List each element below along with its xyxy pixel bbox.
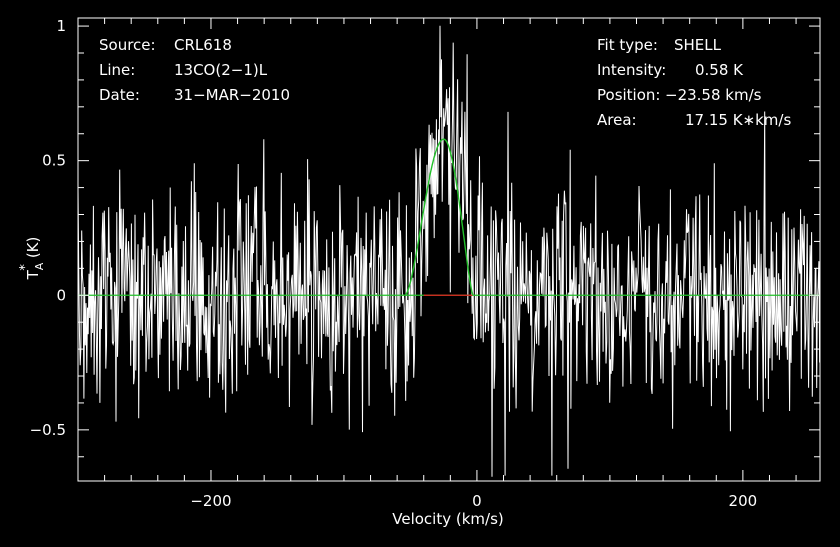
y-tick-label: 0 — [56, 286, 66, 304]
info-line-key: Line: — [99, 61, 135, 79]
y-tick-label: 1 — [56, 17, 66, 35]
x-tick-label: 0 — [472, 492, 482, 510]
info-source-key: Source: — [99, 36, 156, 54]
y-axis-label: TA* (K) — [18, 237, 46, 281]
info-panel-right: Fit type: SHELL Intensity: 0.58 K Positi… — [597, 36, 791, 129]
x-axis-label: Velocity (km/s) — [392, 510, 503, 528]
x-tick-label: −200 — [190, 492, 231, 510]
info-line-value: 13CO(2−1)L — [174, 61, 268, 79]
info-date-value: 31−MAR−2010 — [174, 86, 290, 104]
shell-fit-curve — [404, 138, 474, 296]
y-axis-label-superscript: * — [18, 264, 33, 271]
y-axis-label-unit: (K) — [24, 237, 42, 259]
fit-layer — [78, 138, 820, 296]
info-position-value: −23.58 km/s — [665, 86, 762, 104]
info-area-key: Area: — [597, 111, 637, 129]
info-intensity-value: 0.58 K — [695, 61, 744, 79]
info-area-value: 17.15 K∗km/s — [685, 111, 791, 129]
spectrum-layer — [77, 25, 821, 477]
info-panel-left: Source: CRL618 Line: 13CO(2−1)L Date: 31… — [99, 36, 290, 104]
info-source-value: CRL618 — [174, 36, 232, 54]
info-date-key: Date: — [99, 86, 140, 104]
spectrum-trace — [77, 25, 821, 477]
y-tick-label: −0.5 — [30, 421, 66, 439]
info-intensity-key: Intensity: — [597, 61, 666, 79]
x-tick-label: 200 — [729, 492, 758, 510]
y-axis-label-subscript: A — [33, 262, 46, 270]
tick-marks — [77, 18, 820, 481]
info-fit-type-value: SHELL — [674, 36, 722, 54]
info-fit-type-key: Fit type: — [597, 36, 658, 54]
y-tick-label: 0.5 — [42, 152, 66, 170]
plot-frame — [77, 17, 821, 482]
y-axis-label-base: T — [24, 269, 42, 280]
tick-labels: −200 0 200 −0.5 0 0.5 1 — [30, 17, 758, 510]
info-position-key: Position: — [597, 86, 660, 104]
